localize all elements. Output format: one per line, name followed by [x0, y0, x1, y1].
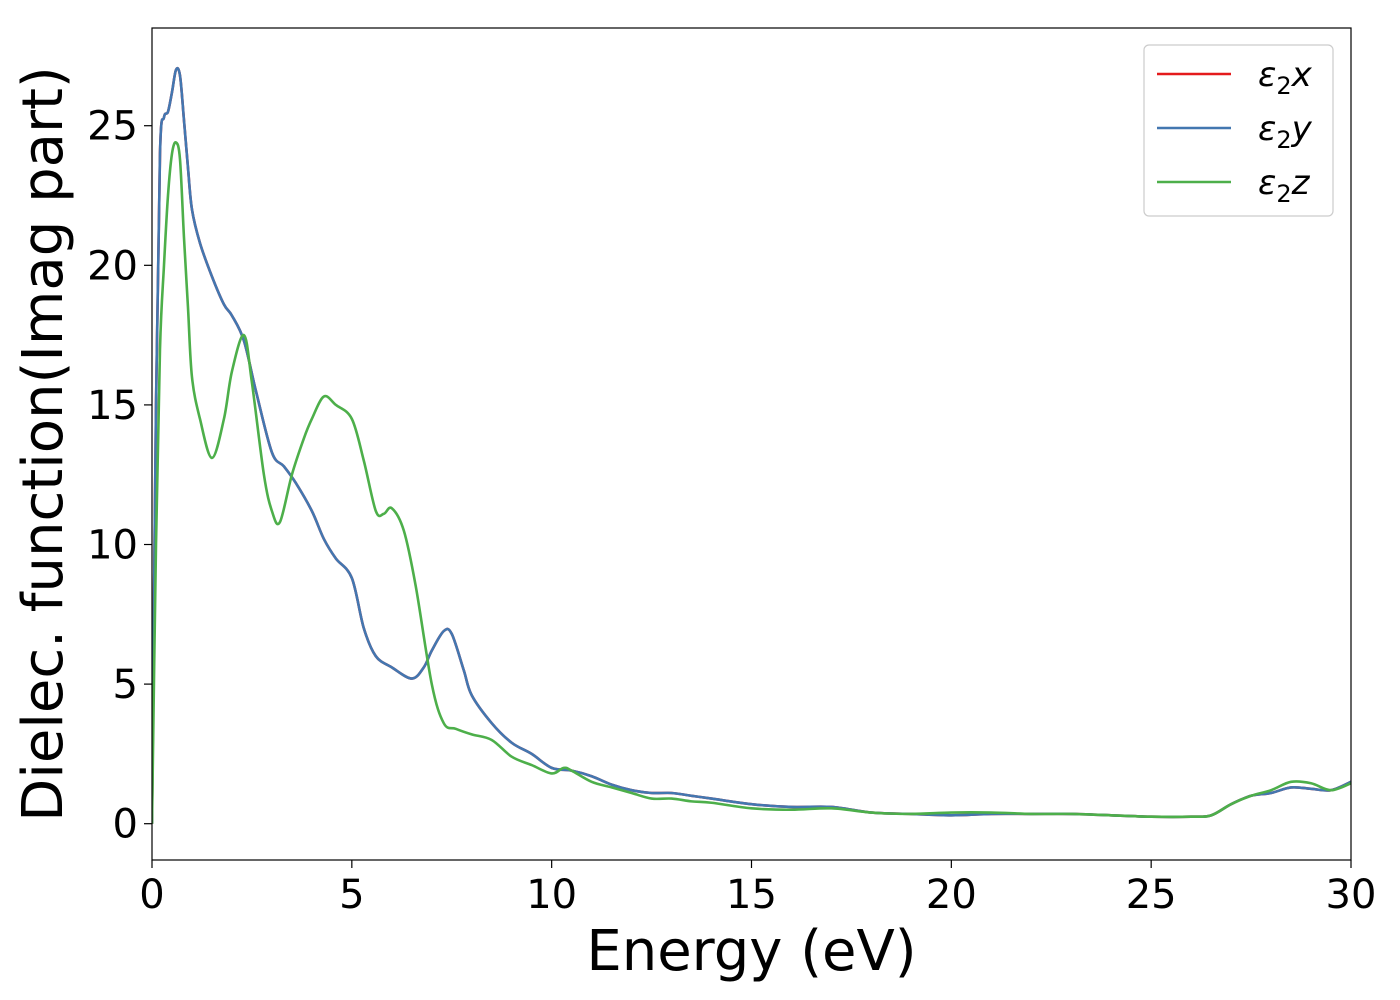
y-tick-label: 20 — [87, 243, 138, 289]
x-tick-label: 15 — [726, 872, 777, 918]
y-tick-label: 5 — [113, 662, 138, 708]
y-axis-ticks: 0 5 10 15 20 25 — [87, 104, 152, 848]
series-line-z — [152, 141, 1351, 824]
y-axis-title: Dielec. function(Imag part) — [11, 66, 76, 822]
x-tick-label: 30 — [1326, 872, 1377, 918]
y-tick-label: 10 — [87, 523, 138, 569]
legend-box — [1143, 44, 1334, 217]
x-tick-label: 0 — [139, 872, 164, 918]
legend-label-y: ε2y — [1258, 109, 1313, 154]
series-lines — [152, 66, 1351, 824]
x-tick-label: 10 — [526, 872, 577, 918]
x-axis-ticks: 0 5 10 15 20 25 30 — [139, 860, 1376, 918]
x-tick-label: 20 — [926, 872, 977, 918]
y-tick-label: 0 — [113, 802, 138, 848]
legend: ε2x ε2y ε2z — [1143, 44, 1334, 217]
x-tick-label: 25 — [1126, 872, 1177, 918]
y-tick-label: 15 — [87, 383, 138, 429]
x-axis-title: Energy (eV) — [586, 919, 916, 984]
x-tick-label: 5 — [339, 872, 364, 918]
legend-label-z: ε2z — [1258, 163, 1311, 208]
legend-label-x: ε2x — [1258, 55, 1313, 100]
y-tick-label: 25 — [87, 104, 138, 150]
